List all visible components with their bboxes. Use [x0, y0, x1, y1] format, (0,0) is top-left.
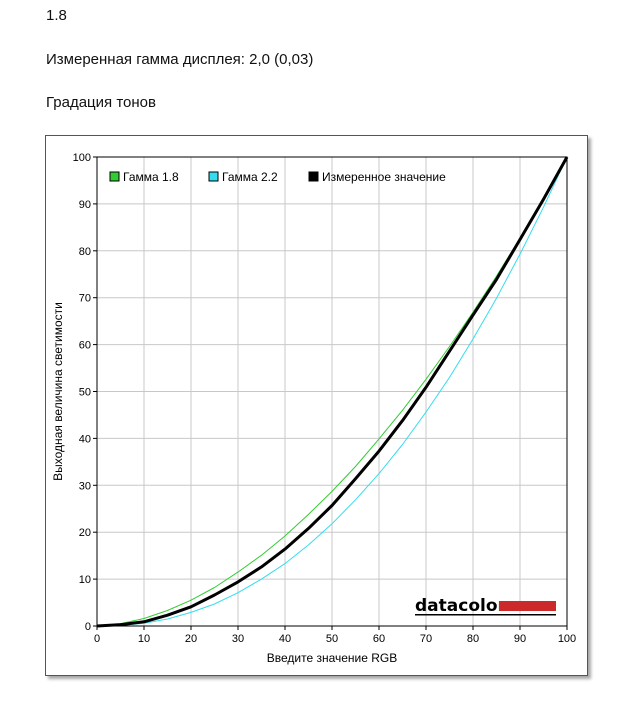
x-tick-label: 40: [279, 633, 291, 645]
chart-series: [96, 156, 569, 628]
y-tick-label: 60: [79, 340, 91, 352]
x-tick-label: 10: [138, 633, 150, 645]
x-tick-label: 90: [514, 633, 526, 645]
x-tick-label: 0: [94, 633, 100, 645]
measured-gamma-text: Измеренная гамма дисплея: 2,0 (0,03): [46, 51, 314, 68]
x-tick-label: 100: [558, 633, 576, 645]
chart-legend: Гамма 1.8 Гамма 2.2 Измеренное значение: [109, 170, 446, 184]
x-tick-label: 80: [467, 633, 479, 645]
x-tick-label: 50: [326, 633, 338, 645]
y-tick-label: 20: [79, 527, 91, 539]
x-tick-label: 30: [232, 633, 244, 645]
y-tick-label: 90: [79, 199, 91, 211]
legend-label-1: Гамма 1.8: [123, 170, 179, 184]
series-line-1: [96, 156, 568, 627]
gamma-value-line: 1.8: [46, 7, 67, 24]
x-tick-label: 20: [185, 633, 197, 645]
legend-swatch-1: [109, 171, 120, 182]
x-axis-label: Введите значение RGB: [267, 651, 398, 665]
x-tick-label: 70: [420, 633, 432, 645]
chart-frame: 0 10 20 30 40 50 60 70 80 90 100 0 10 20 30 40 50 60 70 80 9…: [45, 135, 588, 676]
datacolor-logo-underline: [415, 614, 556, 616]
y-tick-label: 50: [79, 387, 91, 399]
tone-gradation-chart: 0 10 20 30 40 50 60 70 80 90 100 0 10 20 30 40 50 60 70 80 9…: [51, 152, 577, 665]
y-tick-label: 30: [79, 480, 91, 492]
datacolor-logo-bar: [499, 601, 556, 611]
legend-swatch-3: [308, 171, 319, 182]
datacolor-logo: datacolor: [415, 596, 556, 616]
chart-ticks: 0 10 20 30 40 50 60 70 80 90 100 0 10 20 30 40 50 60 70 80 9…: [73, 152, 577, 645]
legend-swatch-2: [208, 171, 219, 182]
y-tick-label: 80: [79, 246, 91, 258]
y-tick-label: 10: [79, 574, 91, 586]
y-tick-label: 100: [73, 152, 91, 164]
series-line-2: [96, 156, 568, 627]
datacolor-logo-text: datacolor: [415, 596, 507, 616]
x-tick-label: 60: [373, 633, 385, 645]
y-tick-label: 0: [85, 621, 91, 633]
series-line-3: [96, 156, 569, 628]
legend-label-3: Измеренное значение: [322, 170, 446, 184]
legend-label-2: Гамма 2.2: [222, 170, 278, 184]
section-title: Градация тонов: [46, 94, 156, 111]
y-tick-label: 40: [79, 433, 91, 445]
y-tick-label: 70: [79, 293, 91, 305]
y-axis-label: Выходная величина светимости: [51, 302, 65, 481]
chart-grid: [97, 157, 567, 626]
